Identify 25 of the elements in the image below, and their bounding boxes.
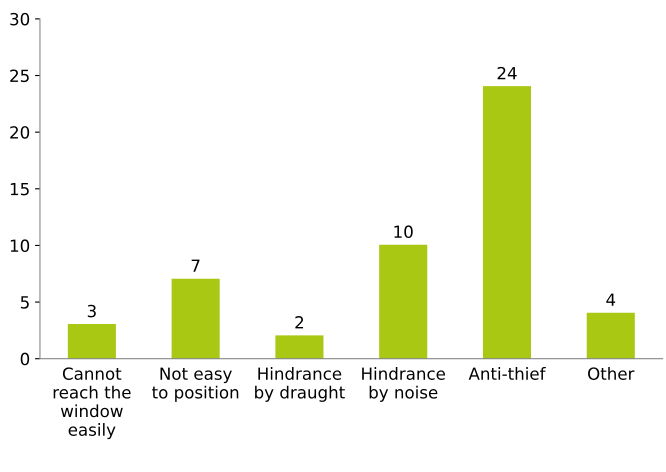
- y-tick-label: 25: [10, 69, 29, 82]
- data-label: 3: [88, 304, 96, 318]
- y-tick-label: 0: [20, 352, 30, 366]
- data-label: 24: [498, 66, 517, 80]
- x-tick-label: Other: [588, 367, 634, 380]
- y-tick-label: 15: [10, 182, 29, 196]
- data-label: 10: [394, 225, 413, 238]
- bar: [275, 335, 324, 359]
- bar: [482, 86, 532, 359]
- y-tick-label: 20: [10, 126, 30, 139]
- bar: [586, 312, 635, 359]
- data-label: 7: [192, 260, 200, 272]
- y-tick-label: 30: [10, 12, 30, 26]
- bar: [68, 324, 116, 359]
- y-tick-label: 5: [20, 296, 29, 309]
- x-tick-label: Anti-thief: [468, 367, 546, 380]
- data-label: 2: [295, 316, 304, 328]
- bar: [379, 244, 428, 359]
- x-tick-label: Hindrance by draught: [255, 367, 345, 402]
- bar: [172, 278, 220, 359]
- y-tick-label: 10: [10, 239, 30, 252]
- data-label: 4: [606, 294, 616, 306]
- x-tick-label: Hindrance by noise: [362, 367, 445, 402]
- x-tick-label: Not easy to position: [152, 368, 238, 402]
- x-tick-label: Cannot reach the window easily: [54, 367, 131, 440]
